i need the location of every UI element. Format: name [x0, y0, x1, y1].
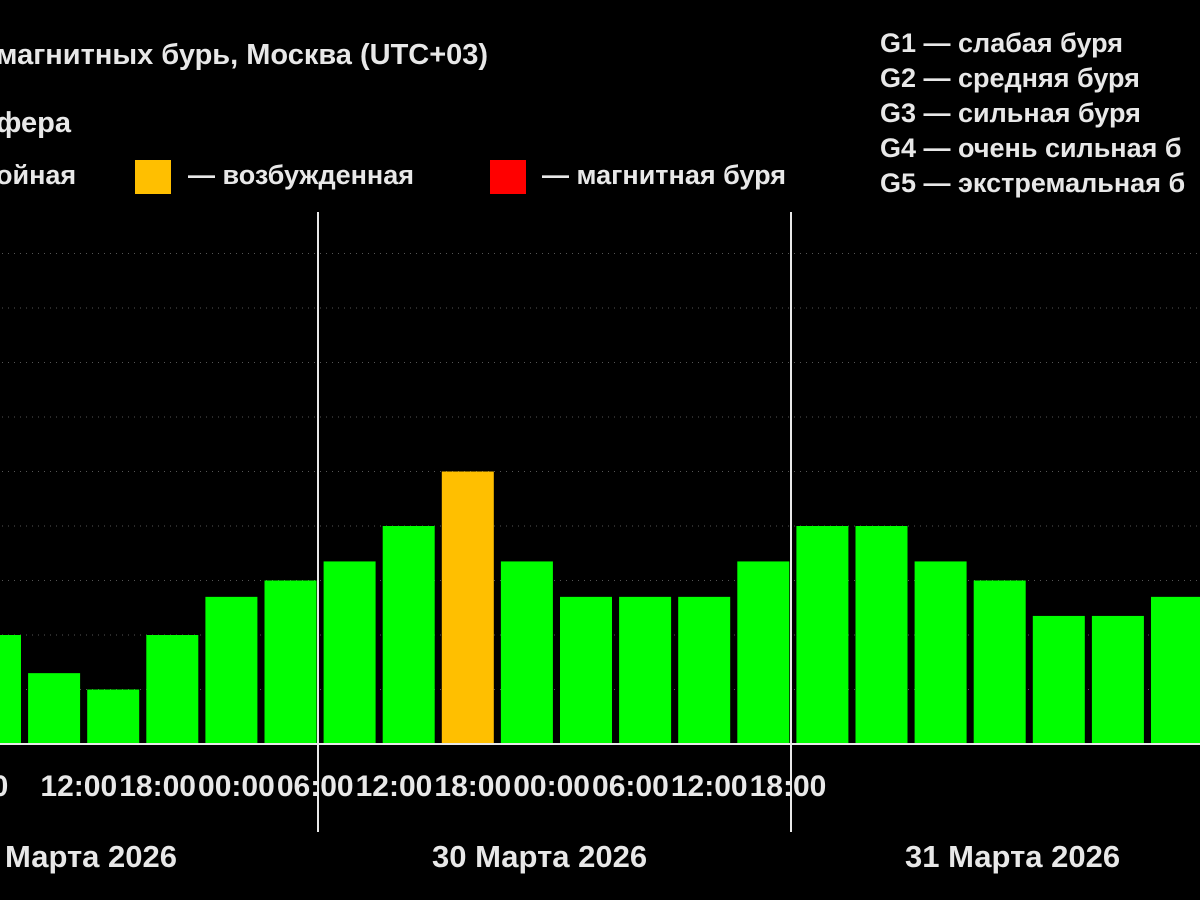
x-tick-label: 12:00: [671, 770, 748, 803]
scale-g5: G5 — экстремальная б: [880, 168, 1185, 198]
x-tick-label: 18:00: [750, 770, 827, 803]
bar: [323, 561, 376, 744]
x-tick-label: 06:00: [592, 770, 669, 803]
bar: [1091, 615, 1144, 744]
bar: [796, 526, 849, 744]
bar: [0, 635, 21, 744]
x-tick-label: 18:00: [434, 770, 511, 803]
chart-title: магнитных бурь, Москва (UTC+03): [0, 39, 488, 71]
scale-legend: G1 — слабая буря G2 — средняя буря G3 — …: [880, 28, 1185, 198]
legend-swatch-excited: [135, 160, 171, 194]
bar: [973, 580, 1026, 744]
bar: [146, 635, 199, 744]
bar: [500, 561, 553, 744]
x-tick-labels: 012:0018:0000:0006:0012:0018:0000:0006:0…: [0, 770, 826, 803]
scale-g4: G4 — очень сильная б: [880, 133, 1182, 163]
bar: [87, 689, 140, 744]
bar: [737, 561, 790, 744]
scale-g2: G2 — средняя буря: [880, 63, 1140, 93]
bar: [382, 526, 435, 744]
bars: [0, 471, 1200, 744]
axes: [0, 212, 1200, 832]
legend-swatch-storm: [490, 160, 526, 194]
bar: [914, 561, 967, 744]
day-label-31: 31 Марта 2026: [905, 839, 1120, 874]
x-tick-label: 18:00: [119, 770, 196, 803]
scale-g3: G3 — сильная буря: [880, 98, 1141, 128]
color-legend: ойная — возбужденная — магнитная буря: [0, 160, 786, 194]
x-tick-label: 00:00: [513, 770, 590, 803]
legend-label-quiet: ойная: [0, 160, 76, 190]
bar: [1151, 596, 1200, 744]
bar: [441, 471, 494, 744]
day-label-29: Марта 2026: [5, 839, 177, 874]
x-tick-label: 12:00: [356, 770, 433, 803]
bar: [855, 526, 908, 744]
legend-label-storm: — магнитная буря: [542, 160, 786, 190]
bar: [264, 580, 317, 744]
x-tick-label: 00:00: [198, 770, 275, 803]
bar: [678, 596, 731, 744]
x-tick-label: 12:00: [40, 770, 117, 803]
x-tick-label: 06:00: [277, 770, 354, 803]
day-labels: Марта 2026 30 Марта 2026 31 Марта 2026: [5, 839, 1120, 874]
bar: [205, 596, 258, 744]
scale-g1: G1 — слабая буря: [880, 28, 1123, 58]
chart-subtitle: фера: [0, 107, 72, 139]
day-label-30: 30 Марта 2026: [432, 839, 647, 874]
bar: [619, 596, 672, 744]
bar: [560, 596, 612, 744]
legend-label-excited: — возбужденная: [188, 160, 414, 190]
bar: [28, 673, 81, 744]
x-tick-label: 0: [0, 770, 8, 803]
bar: [1032, 615, 1085, 744]
